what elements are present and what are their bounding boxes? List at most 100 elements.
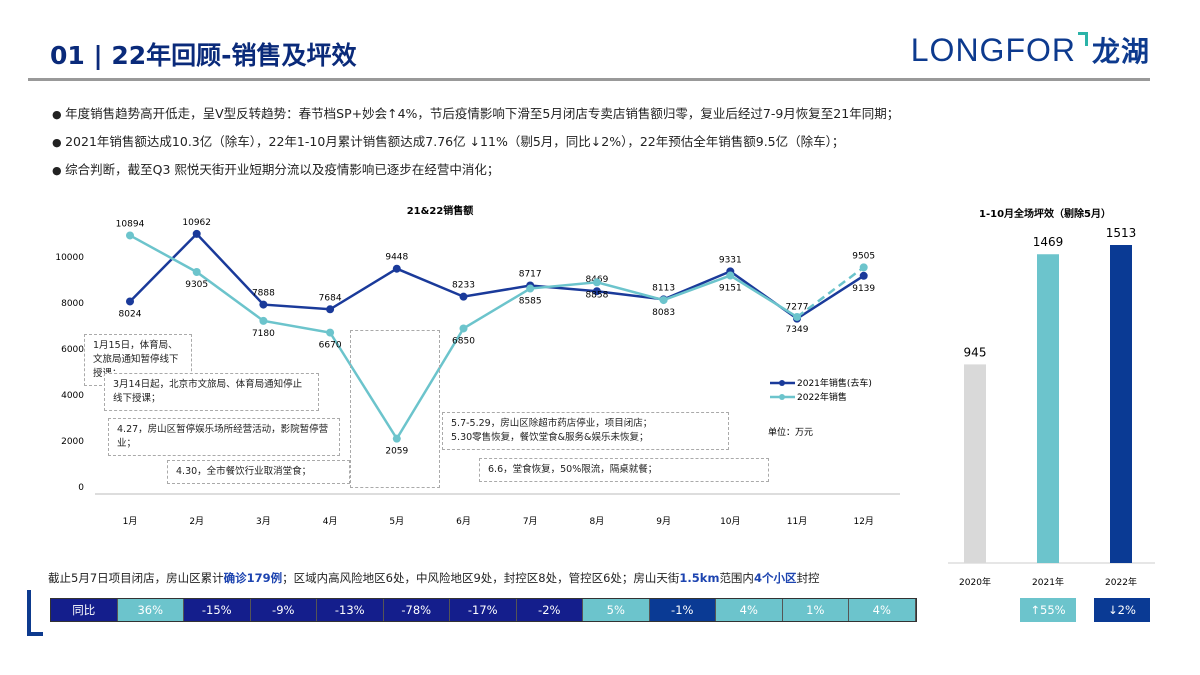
- data-point: [592, 287, 601, 296]
- may-closure-box: [350, 330, 440, 488]
- header-divider: [28, 78, 1150, 81]
- data-label: 6850: [452, 336, 475, 346]
- data-point: [126, 231, 134, 240]
- longfor-logo: LONGFOR 龙湖: [911, 30, 1150, 70]
- data-label: 8233: [452, 281, 475, 291]
- y-tick-label: 8000: [61, 299, 84, 309]
- yoy-cell: -9%: [250, 599, 317, 621]
- data-point: [126, 297, 134, 306]
- note-text: ；区域内高风险地区6处，中风险地区9处，封控区8处，管控区6处；房山天街: [282, 571, 680, 585]
- yoy-cell: -17%: [450, 599, 517, 621]
- bar: [964, 364, 986, 563]
- x-tick-label: 1月: [123, 516, 138, 527]
- sales-line-chart: 21&22销售额 0 2000 4000 6000 8000 10000 1月 2月 3月 4月 5月…: [55, 204, 900, 527]
- data-label: 8717: [519, 270, 542, 280]
- yoy-cell: 1%: [782, 599, 849, 621]
- annotation-line: 5.7-5.29，房山区除超市药店停业，项目闭店；: [451, 418, 653, 429]
- data-label: 7349: [786, 325, 809, 335]
- data-label: 9448: [385, 253, 408, 263]
- data-point: [459, 324, 468, 333]
- y-tick-label: 6000: [61, 345, 84, 355]
- x-tick-label: 2022年: [1105, 576, 1137, 588]
- x-tick-label: 7月: [523, 516, 538, 527]
- data-label: 7684: [319, 293, 342, 303]
- x-tick-label: 12月: [853, 516, 873, 527]
- yoy-cell: -1%: [649, 599, 716, 621]
- data-point: [526, 284, 535, 293]
- yoy-cell: 4%: [716, 599, 783, 621]
- data-point: [326, 305, 335, 314]
- data-label: 8113: [652, 283, 675, 293]
- data-label: 6670: [319, 341, 342, 351]
- annotation-box: 3月14日起，北京市文旅局、体育局通知停止线下授课；: [104, 373, 319, 411]
- yoy-cell: -13%: [317, 599, 384, 621]
- yoy-cell: -15%: [184, 599, 251, 621]
- annotation-line: 5.30零售恢复，餐饮堂食&服务&娱乐未恢复；: [451, 432, 649, 443]
- x-tick-label: 6月: [456, 516, 471, 527]
- yoy-cell: -78%: [383, 599, 450, 621]
- data-label: 9151: [719, 284, 742, 294]
- yoy-cell: 5%: [583, 599, 650, 621]
- data-point: [392, 434, 401, 443]
- data-point: [592, 278, 601, 287]
- note-text: 截止5月7日项目闭店，房山区累计: [48, 571, 224, 585]
- bar-value: 945: [964, 345, 987, 359]
- annotation-box: 6.6，堂食恢复，50%限流，隔桌就餐；: [479, 458, 769, 482]
- logo-mark-icon: [1077, 32, 1088, 46]
- bullet: 年度销售趋势高开低走，呈V型反转趋势：春节档SP+妙会↑4%，节后疫情影响下滑至…: [52, 100, 899, 128]
- data-label: 8024: [119, 309, 142, 319]
- note-highlight: 确诊179例: [223, 571, 283, 585]
- data-point: [859, 263, 868, 272]
- data-label: 9305: [185, 280, 208, 290]
- data-point: [392, 264, 401, 273]
- x-tick-label: 2020年: [959, 576, 991, 588]
- data-label: 9331: [719, 255, 742, 265]
- x-tick-label: 11月: [787, 516, 807, 527]
- data-label: 8858: [585, 290, 608, 300]
- legend-marker: [779, 380, 785, 386]
- x-tick-label: 2021年: [1032, 576, 1064, 588]
- x-tick-label: 9月: [656, 516, 671, 527]
- data-point: [793, 312, 801, 321]
- y-tick-label: 4000: [61, 391, 84, 401]
- data-label: 2059: [385, 447, 408, 457]
- series-line: [129, 232, 865, 321]
- unit-label: 单位：万元: [768, 426, 813, 438]
- x-tick-label: 10月: [720, 516, 740, 527]
- annotation-box: 4.30，全市餐饮行业取消堂食；: [167, 460, 350, 484]
- annotation-box: 4.27，房山区暂停娱乐场所经营活动，影院暂停营业；: [108, 418, 340, 456]
- logo-cn: 龙湖: [1091, 36, 1150, 67]
- data-label: 8083: [652, 308, 675, 318]
- data-label: 9505: [852, 251, 875, 261]
- chart-title: 21&22销售额: [407, 204, 474, 217]
- data-point: [259, 300, 268, 309]
- data-label: 7277: [786, 303, 809, 313]
- note-highlight: 4个小区: [753, 571, 797, 585]
- note-highlight: 1.5km: [679, 571, 720, 585]
- data-label: 8585: [519, 297, 542, 307]
- data-point: [659, 296, 668, 305]
- bar: [1110, 245, 1132, 563]
- yoy-label: 同比: [51, 599, 118, 621]
- page-title: 01 | 22年回顾-销售及坪效: [50, 41, 357, 70]
- yoy-strip: 同比 36% -15% -9% -13% -78% -17% -2% 5% -1% 4% 1% 4%: [50, 598, 917, 622]
- note-text: 封控: [796, 571, 820, 585]
- logo-text: LONGFOR: [910, 31, 1076, 68]
- data-point: [259, 316, 268, 325]
- data-label: 9139: [852, 284, 875, 294]
- yoy-cell: 4%: [849, 599, 916, 621]
- corner-decoration: [27, 590, 43, 636]
- summary-bullets: 年度销售趋势高开低走，呈V型反转趋势：春节档SP+妙会↑4%，节后疫情影响下滑至…: [52, 100, 899, 184]
- yoy-cell: 36%: [117, 599, 184, 621]
- forecast-line: [796, 266, 865, 318]
- annotation-box: 5.7-5.29，房山区除超市药店停业，项目闭店； 5.30零售恢复，餐饮堂食&服…: [442, 412, 729, 450]
- data-point: [192, 229, 201, 238]
- covid-note: 截止5月7日项目闭店，房山区累计确诊179例；区域内高风险地区6处，中风险地区9…: [48, 570, 819, 586]
- data-point: [859, 271, 868, 280]
- data-label: 10894: [116, 219, 145, 229]
- data-label: 7888: [252, 289, 275, 299]
- bullet: 综合判断，截至Q3 熙悦天街开业短期分流以及疫情影响已逐步在经营中消化；: [52, 156, 899, 184]
- legend-marker: [779, 394, 785, 400]
- change-2022: ↓2%: [1094, 598, 1150, 622]
- efficiency-bar-chart: 1-10月全场坪效（剔除5月） 945 2020年 1469 2021年 1513 2022…: [948, 207, 1155, 588]
